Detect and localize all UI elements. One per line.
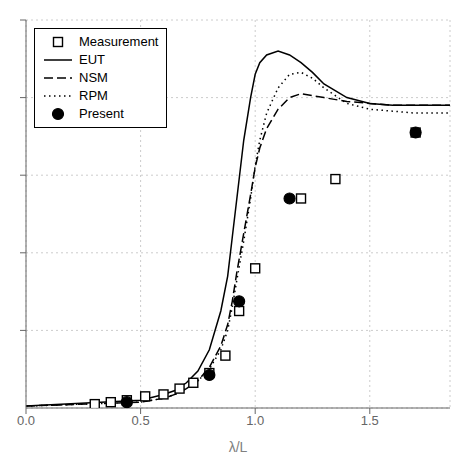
svg-text:λ/L: λ/L [229,439,248,455]
html-text:EUT: EUT [79,52,105,67]
svg-text:0.0: 0.0 [17,413,35,428]
svg-text:1.5: 1.5 [361,413,379,428]
html-text:RPM: RPM [79,88,108,103]
html-text:Present: Present [79,106,124,121]
html-text:Measurement: Measurement [79,34,159,49]
html-text:NSM: NSM [79,70,108,85]
svg-text:1.0: 1.0 [246,413,264,428]
svg-text:0.5: 0.5 [132,413,150,428]
